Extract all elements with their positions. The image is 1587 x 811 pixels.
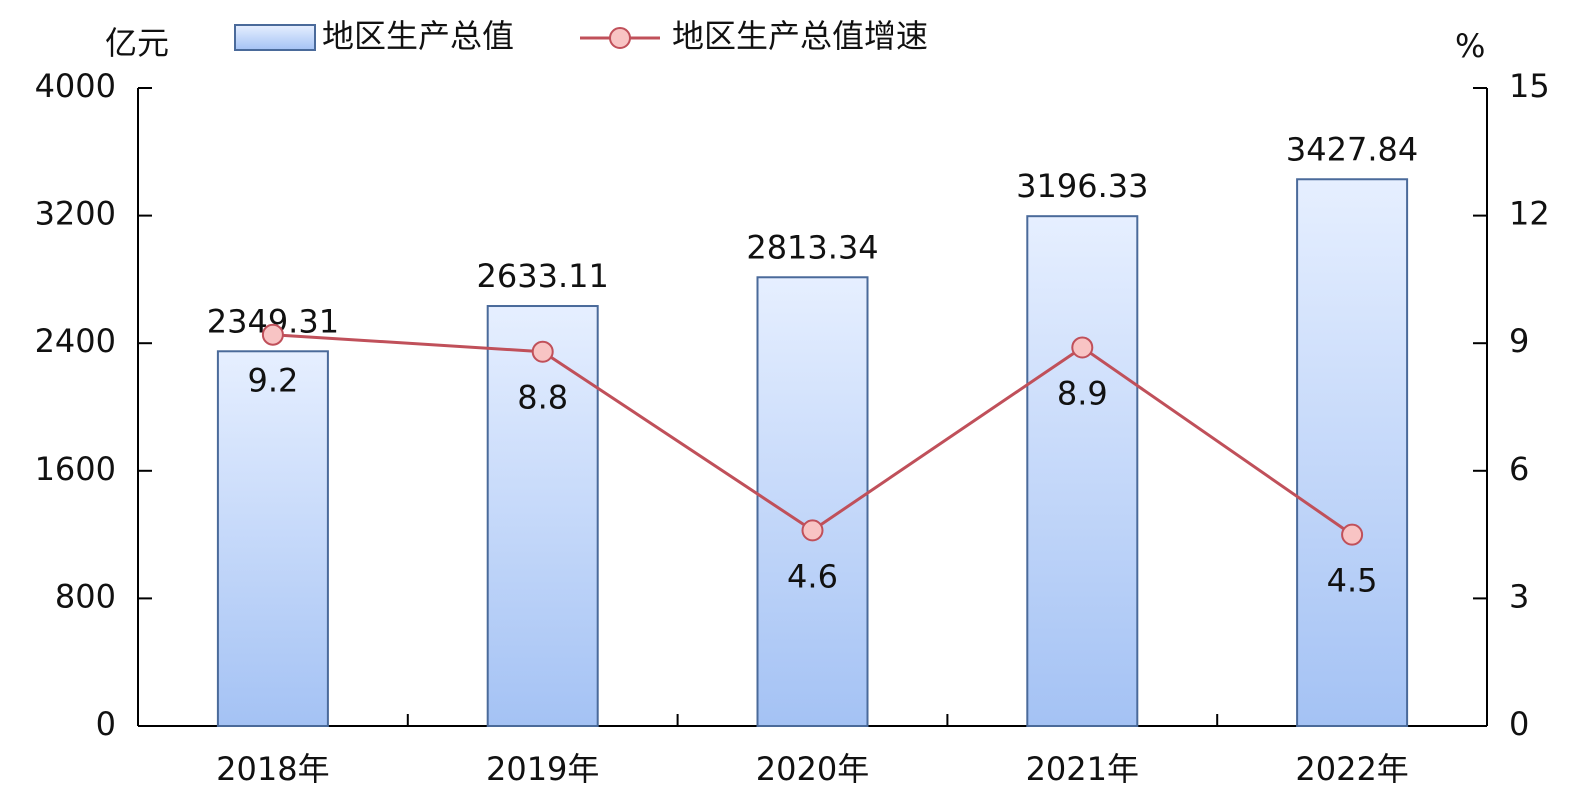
x-tick-label: 2022年: [1295, 750, 1408, 788]
y2-tick-label: 6: [1509, 450, 1529, 488]
y-tick-label: 2400: [35, 322, 116, 360]
bar-value-label: 3427.84: [1286, 130, 1418, 168]
y2-tick-label: 0: [1509, 705, 1529, 743]
bar: [216, 350, 329, 727]
y2-tick-label: 9: [1509, 322, 1529, 360]
bar-value-label: 2633.11: [477, 257, 609, 295]
y2-tick-label: 12: [1509, 195, 1550, 233]
bar: [1026, 215, 1139, 727]
x-tick-label: 2020年: [756, 750, 869, 788]
y-tick-label: 0: [96, 705, 116, 743]
legend-label: 地区生产总值增速: [672, 17, 928, 55]
bar-value-label: 2813.34: [746, 228, 878, 266]
x-tick-label: 2021年: [1026, 750, 1139, 788]
bar: [1296, 178, 1409, 727]
line-value-label: 4.5: [1327, 562, 1378, 600]
y2-axis-unit: %: [1455, 27, 1485, 65]
bar-value-label: 3196.33: [1016, 167, 1148, 205]
growth-marker: [261, 323, 284, 346]
growth-marker: [1071, 336, 1094, 359]
legend-marker: [609, 27, 631, 49]
y-tick-label: 3200: [35, 195, 116, 233]
x-tick-label: 2018年: [216, 750, 329, 788]
bar: [486, 305, 599, 727]
y2-tick-label: 3: [1509, 577, 1529, 615]
line-value-label: 9.2: [247, 362, 298, 400]
legend-swatch: [234, 24, 316, 51]
y-tick-label: 4000: [35, 67, 116, 105]
legend-label: 地区生产总值: [322, 17, 514, 55]
growth-marker: [1341, 523, 1364, 546]
y-tick-label: 1600: [35, 450, 116, 488]
growth-marker: [801, 519, 824, 542]
growth-marker: [531, 340, 554, 363]
bar: [756, 276, 869, 727]
line-value-label: 8.8: [517, 379, 568, 417]
line-value-label: 4.6: [787, 557, 838, 595]
x-tick-label: 2019年: [486, 750, 599, 788]
y-axis-unit: 亿元: [105, 24, 169, 62]
y2-tick-label: 15: [1509, 67, 1550, 105]
y-tick-label: 800: [55, 577, 116, 615]
line-value-label: 8.9: [1057, 374, 1108, 412]
